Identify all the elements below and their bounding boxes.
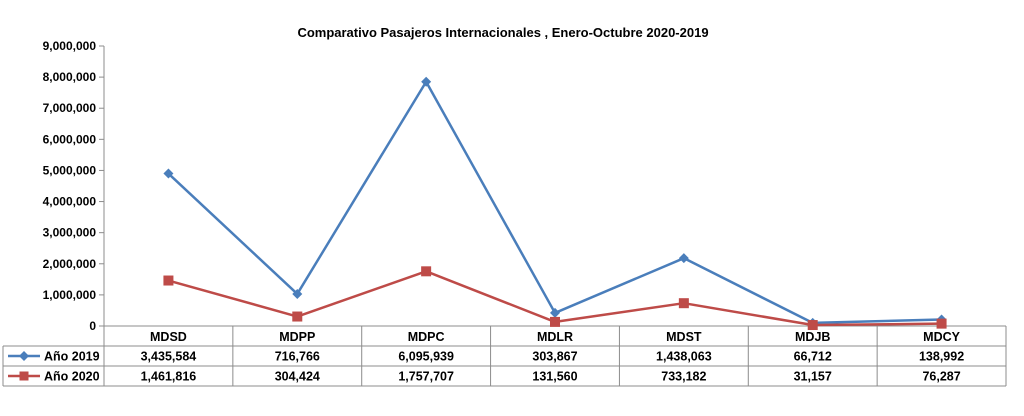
table-cell: 138,992	[919, 350, 964, 364]
table-cell: 66,712	[794, 350, 832, 364]
data-point	[163, 275, 174, 286]
table-cell: 1,461,816	[141, 370, 197, 384]
data-point	[936, 318, 947, 329]
table-cell: 1,438,063	[656, 350, 712, 364]
legend-marker	[19, 371, 29, 381]
x-category-label: MDST	[666, 330, 702, 344]
table-cell: 131,560	[532, 370, 577, 384]
data-point	[807, 320, 818, 331]
y-tick-label: 9,000,000	[43, 39, 97, 53]
y-tick-label: 7,000,000	[43, 101, 97, 115]
x-category-label: MDJB	[795, 330, 830, 344]
y-tick-label: 5,000,000	[43, 163, 97, 177]
table-cell: 3,435,584	[141, 350, 197, 364]
x-category-label: MDCY	[923, 330, 960, 344]
data-table: MDSD MDPP MDPC MDLR MDST MDJB MDCY Año 2019 3,43…	[2, 325, 1007, 387]
x-category-label: MDSD	[150, 330, 187, 344]
data-point	[421, 266, 432, 277]
series-line	[167, 80, 942, 325]
table-cell: 733,182	[661, 370, 706, 384]
data-point	[550, 307, 560, 318]
x-category-label: MDPP	[279, 330, 315, 344]
data-point	[163, 168, 174, 179]
y-tick-label: 3,000,000	[43, 226, 97, 240]
plot-area	[163, 76, 947, 331]
y-tick-label: 0	[89, 319, 96, 333]
data-point	[678, 253, 689, 264]
y-axis: 0 1,000,000 2,000,000 3,000,000 4,000,000 5,0…	[43, 39, 105, 333]
y-tick-label: 2,000,000	[43, 257, 97, 271]
x-category-label: MDPC	[408, 330, 445, 344]
x-category-label: MDLR	[537, 330, 573, 344]
table-cell: 1,757,707	[398, 370, 454, 384]
legend-marker	[19, 351, 29, 361]
y-tick-label: 8,000,000	[43, 70, 97, 84]
table-cell: 303,867	[532, 350, 577, 364]
table-cell: 76,287	[922, 370, 960, 384]
legend-item: Año 2020	[8, 370, 100, 384]
data-point	[421, 76, 432, 87]
y-tick-label: 1,000,000	[43, 288, 97, 302]
chart-title: Comparativo Pasajeros Internacionales , …	[297, 25, 708, 40]
table-cell: 304,424	[275, 370, 320, 384]
data-point	[550, 316, 560, 327]
y-tick-label: 4,000,000	[43, 195, 97, 209]
data-point	[292, 311, 303, 322]
legend-label: Año 2020	[44, 370, 100, 384]
data-point	[292, 288, 303, 299]
table-cell: 6,095,939	[398, 350, 454, 364]
data-point	[678, 298, 689, 309]
legend-label: Año 2019	[44, 350, 100, 364]
y-tick-label: 6,000,000	[43, 132, 97, 146]
table-cell: 31,157	[794, 370, 832, 384]
legend-item: Año 2019	[8, 350, 100, 364]
table-cell: 716,766	[275, 350, 320, 364]
